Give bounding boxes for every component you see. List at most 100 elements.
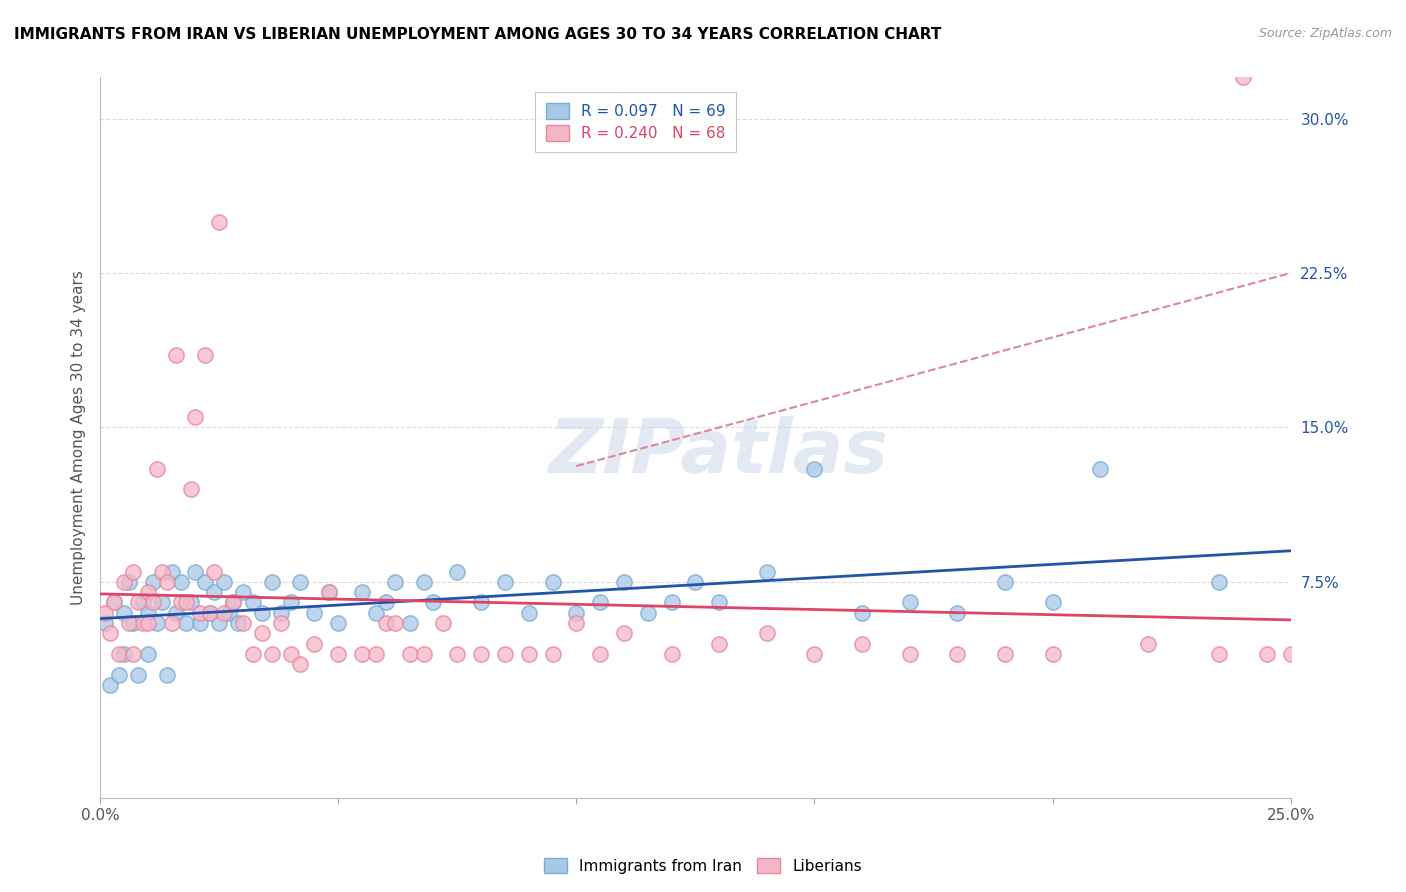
Point bbox=[226, 615, 249, 630]
Point bbox=[994, 574, 1017, 589]
Point bbox=[132, 595, 155, 609]
Point bbox=[174, 595, 197, 609]
Point bbox=[202, 565, 225, 579]
Point bbox=[108, 667, 131, 681]
Point bbox=[180, 482, 202, 496]
Point bbox=[803, 647, 825, 661]
Point bbox=[685, 574, 707, 589]
Point bbox=[112, 606, 135, 620]
Point bbox=[112, 574, 135, 589]
Point bbox=[198, 606, 221, 620]
Point bbox=[212, 606, 235, 620]
Point bbox=[328, 647, 350, 661]
Point bbox=[755, 626, 778, 640]
Point bbox=[709, 637, 731, 651]
Point bbox=[1208, 574, 1230, 589]
Point bbox=[98, 626, 121, 640]
Point bbox=[318, 585, 340, 599]
Point bbox=[194, 348, 217, 362]
Point bbox=[803, 461, 825, 475]
Point bbox=[170, 574, 193, 589]
Point bbox=[374, 595, 396, 609]
Point bbox=[98, 678, 121, 692]
Point bbox=[851, 606, 873, 620]
Point bbox=[613, 626, 636, 640]
Point bbox=[146, 615, 169, 630]
Point bbox=[260, 574, 283, 589]
Point bbox=[589, 647, 612, 661]
Point bbox=[156, 667, 179, 681]
Point bbox=[188, 606, 211, 620]
Point bbox=[108, 647, 131, 661]
Point bbox=[851, 637, 873, 651]
Point bbox=[446, 647, 468, 661]
Point bbox=[208, 615, 231, 630]
Point bbox=[218, 606, 240, 620]
Point bbox=[118, 615, 141, 630]
Point bbox=[280, 647, 302, 661]
Point bbox=[174, 615, 197, 630]
Point bbox=[232, 615, 254, 630]
Point bbox=[1088, 461, 1111, 475]
Text: ZIPatlas: ZIPatlas bbox=[550, 416, 889, 489]
Point bbox=[994, 647, 1017, 661]
Point bbox=[141, 595, 163, 609]
Point bbox=[222, 595, 245, 609]
Point bbox=[250, 626, 273, 640]
Point bbox=[232, 585, 254, 599]
Point bbox=[260, 647, 283, 661]
Point bbox=[1042, 647, 1064, 661]
Point bbox=[470, 647, 492, 661]
Point bbox=[517, 606, 540, 620]
Point bbox=[755, 565, 778, 579]
Point bbox=[1208, 647, 1230, 661]
Point bbox=[413, 574, 436, 589]
Point bbox=[898, 595, 921, 609]
Point bbox=[946, 647, 969, 661]
Point bbox=[350, 647, 373, 661]
Point bbox=[328, 615, 350, 630]
Point bbox=[304, 606, 326, 620]
Point bbox=[946, 606, 969, 620]
Point bbox=[366, 606, 388, 620]
Point bbox=[242, 595, 264, 609]
Text: IMMIGRANTS FROM IRAN VS LIBERIAN UNEMPLOYMENT AMONG AGES 30 TO 34 YEARS CORRELAT: IMMIGRANTS FROM IRAN VS LIBERIAN UNEMPLO… bbox=[14, 27, 942, 42]
Point bbox=[304, 637, 326, 651]
Point bbox=[270, 615, 292, 630]
Point bbox=[127, 667, 149, 681]
Point bbox=[398, 647, 420, 661]
Point bbox=[146, 461, 169, 475]
Point bbox=[103, 595, 125, 609]
Point bbox=[160, 565, 183, 579]
Point bbox=[250, 606, 273, 620]
Point bbox=[222, 595, 245, 609]
Point bbox=[136, 615, 159, 630]
Point bbox=[613, 574, 636, 589]
Point bbox=[898, 647, 921, 661]
Point bbox=[565, 606, 588, 620]
Point bbox=[1232, 70, 1254, 85]
Point bbox=[118, 574, 141, 589]
Point bbox=[318, 585, 340, 599]
Point bbox=[589, 595, 612, 609]
Point bbox=[422, 595, 444, 609]
Point bbox=[280, 595, 302, 609]
Point bbox=[136, 647, 159, 661]
Point bbox=[150, 565, 173, 579]
Point bbox=[517, 647, 540, 661]
Point bbox=[122, 615, 145, 630]
Point bbox=[413, 647, 436, 661]
Point bbox=[565, 615, 588, 630]
Point bbox=[242, 647, 264, 661]
Point bbox=[494, 647, 516, 661]
Point bbox=[136, 606, 159, 620]
Point bbox=[288, 574, 311, 589]
Point bbox=[208, 214, 231, 228]
Point bbox=[165, 606, 187, 620]
Point bbox=[637, 606, 659, 620]
Point bbox=[150, 595, 173, 609]
Point bbox=[188, 615, 211, 630]
Point bbox=[432, 615, 454, 630]
Point bbox=[494, 574, 516, 589]
Point bbox=[446, 565, 468, 579]
